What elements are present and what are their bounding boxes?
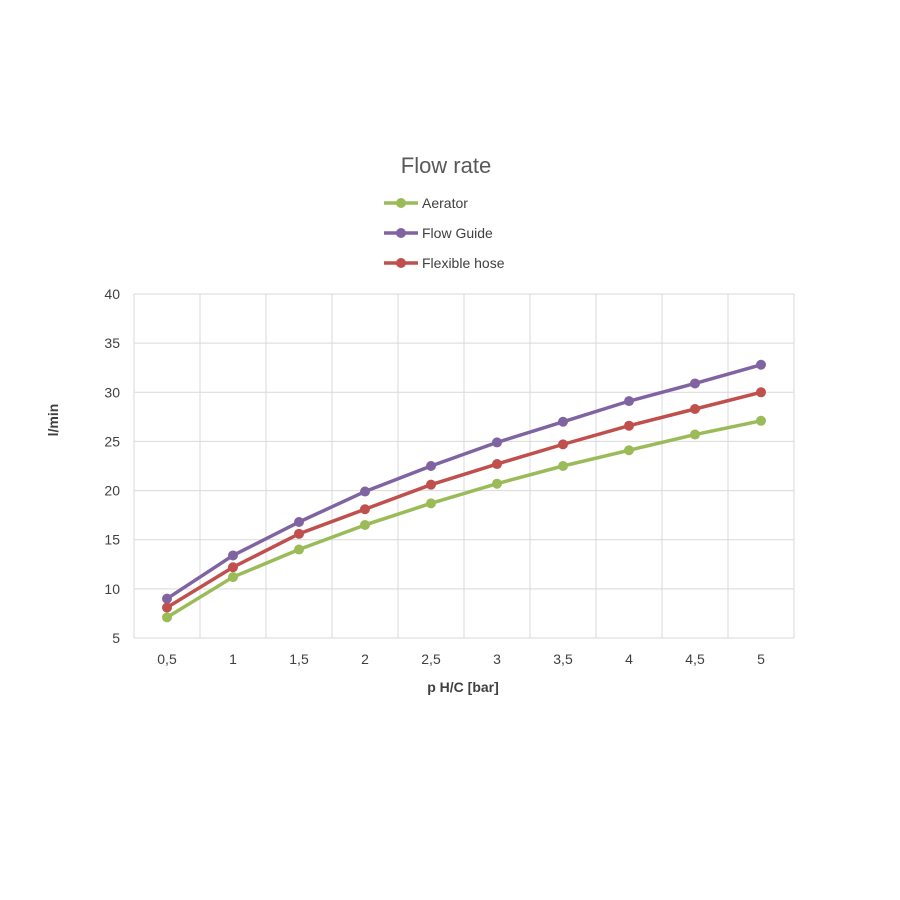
data-point-flexible-hose — [360, 504, 370, 515]
legend-item-aerator: Aerator — [384, 195, 468, 211]
y-tick-label: 10 — [104, 581, 120, 597]
legend-swatch-marker — [396, 198, 406, 208]
x-tick-label: 4,5 — [685, 651, 705, 667]
data-point-flexible-hose — [162, 602, 172, 613]
series-group — [162, 359, 766, 623]
x-tick-label: 4 — [625, 651, 633, 667]
y-tick-label: 30 — [104, 384, 120, 400]
y-tick-label: 35 — [104, 335, 120, 351]
data-point-flow-guide — [426, 461, 436, 471]
legend-swatch-marker — [396, 228, 406, 238]
y-axis-ticks: 5 10 15 20 25 30 35 40 — [104, 286, 120, 646]
legend-label: Aerator — [422, 195, 468, 211]
y-tick-label: 5 — [112, 630, 120, 646]
legend-item-flexible-hose: Flexible hose — [384, 255, 505, 271]
data-point-flexible-hose — [228, 562, 238, 573]
data-point-flexible-hose — [558, 439, 568, 450]
x-tick-label: 1 — [229, 651, 237, 667]
data-point-aerator — [360, 519, 370, 530]
series-line-aerator — [165, 419, 763, 620]
data-point-aerator — [756, 415, 766, 426]
data-point-flow-guide — [690, 378, 700, 389]
data-point-flow-guide — [624, 396, 634, 407]
legend: Aerator Flow Guide Flexible hose — [384, 195, 505, 271]
data-point-aerator — [492, 478, 502, 489]
data-point-flow-guide — [228, 550, 238, 561]
series-line-flow-guide — [165, 363, 763, 601]
series-flexible-hose — [162, 387, 766, 613]
data-point-flexible-hose — [624, 420, 634, 431]
data-point-flexible-hose — [294, 528, 304, 539]
data-point-flexible-hose — [492, 459, 502, 470]
chart-title: Flow rate — [401, 153, 491, 178]
y-tick-label: 20 — [104, 483, 120, 499]
legend-swatch-marker — [396, 258, 406, 268]
series-line-flexible-hose — [165, 390, 763, 610]
legend-label: Flow Guide — [422, 225, 493, 241]
data-point-flexible-hose — [756, 387, 766, 398]
x-tick-label: 2,5 — [421, 651, 441, 667]
data-point-aerator — [294, 544, 304, 555]
data-point-flow-guide — [492, 437, 502, 448]
x-tick-label: 0,5 — [157, 651, 177, 667]
data-point-flexible-hose — [426, 479, 436, 490]
data-point-flexible-hose — [690, 403, 700, 414]
data-point-aerator — [162, 612, 172, 623]
data-point-flow-guide — [558, 416, 568, 427]
data-point-flow-guide — [360, 486, 370, 497]
y-tick-label: 25 — [104, 433, 120, 449]
series-flow-guide — [162, 359, 766, 604]
data-point-flow-guide — [294, 517, 304, 528]
x-axis-title: p H/C [bar] — [427, 679, 499, 695]
data-point-aerator — [426, 498, 436, 509]
x-tick-label: 2 — [361, 651, 369, 667]
data-point-aerator — [690, 429, 700, 440]
series-aerator — [162, 415, 766, 623]
data-point-flow-guide — [162, 593, 172, 604]
legend-label: Flexible hose — [422, 255, 505, 271]
data-point-flow-guide — [756, 359, 766, 370]
y-axis-title: l/min — [45, 404, 61, 437]
x-tick-label: 3,5 — [553, 651, 573, 667]
y-tick-label: 40 — [104, 286, 120, 302]
x-axis-ticks: 0,5 1 1,5 2 2,5 3 3,5 4 4,5 5 — [157, 651, 765, 667]
legend-item-flow-guide: Flow Guide — [384, 225, 493, 241]
y-tick-label: 15 — [104, 532, 120, 548]
data-point-aerator — [558, 461, 568, 471]
x-tick-label: 5 — [757, 651, 765, 667]
data-point-aerator — [228, 572, 238, 583]
x-tick-label: 3 — [493, 651, 501, 667]
data-point-aerator — [624, 445, 634, 456]
plot-grid — [133, 293, 795, 639]
x-tick-label: 1,5 — [289, 651, 309, 667]
